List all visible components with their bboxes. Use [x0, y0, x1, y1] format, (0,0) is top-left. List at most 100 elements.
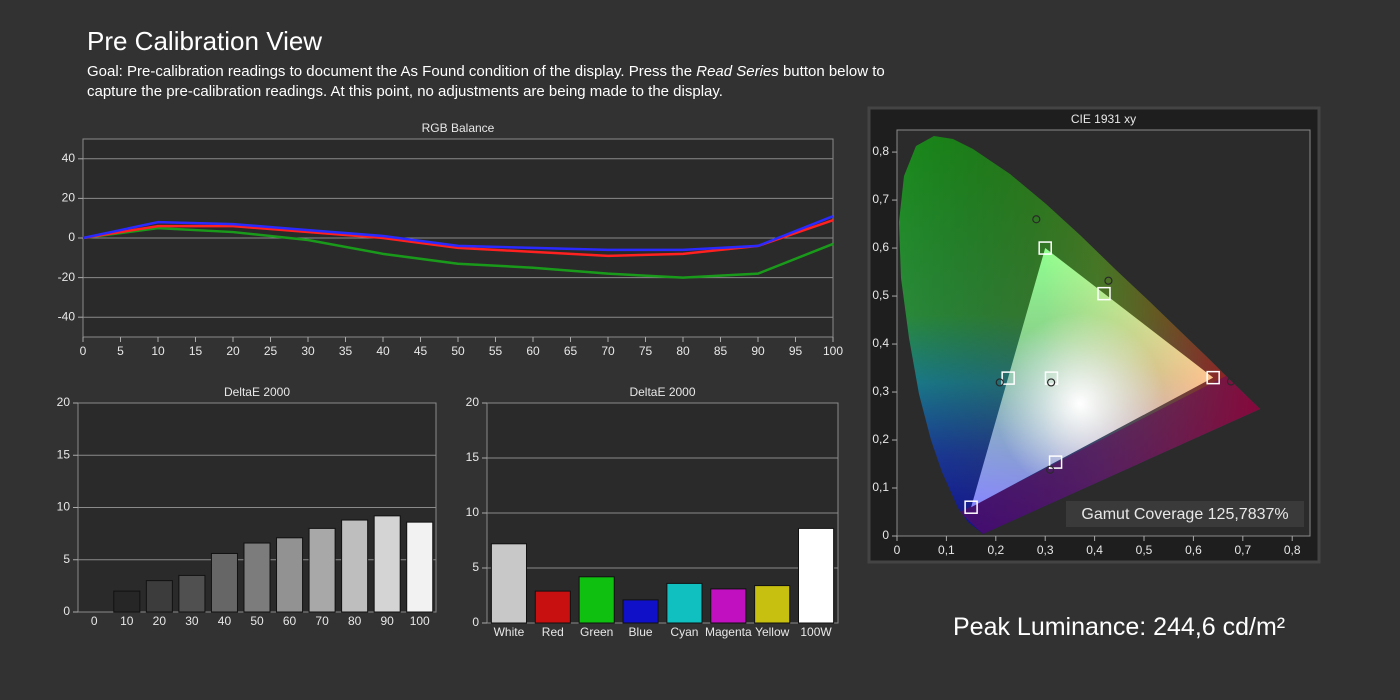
target-point [1044, 371, 1059, 385]
y-tick-label: 20 [57, 395, 71, 409]
x-tick-label: 90 [381, 614, 395, 628]
x-tick-label: 25 [264, 344, 278, 358]
measured-point [1046, 465, 1055, 474]
y-tick-label: 10 [466, 505, 480, 519]
x-tick-label: Magenta [705, 625, 752, 639]
x-tick-label: 80 [676, 344, 690, 358]
y-tick-label: 0,5 [872, 288, 889, 302]
x-tick-label: 0 [894, 543, 901, 557]
chart-title: RGB Balance [422, 121, 495, 135]
x-tick-label: 20 [226, 344, 240, 358]
x-tick-label: 15 [189, 344, 203, 358]
target-point [1038, 241, 1052, 255]
bar [276, 537, 304, 613]
bar [406, 521, 434, 613]
bar [243, 542, 271, 613]
y-tick-label: -20 [58, 270, 76, 284]
y-tick-label: 0,2 [872, 432, 889, 446]
y-tick-label: 0 [63, 604, 70, 618]
x-tick-label: 70 [601, 344, 615, 358]
goal-emphasis: Read Series [696, 63, 779, 80]
goal-text: Goal: Pre-calibration readings to docume… [87, 63, 697, 80]
x-tick-label: 10 [151, 344, 165, 358]
x-tick-label: 90 [751, 344, 765, 358]
bar [578, 576, 615, 624]
y-tick-label: 0,7 [872, 192, 889, 206]
x-tick-label: 80 [348, 614, 362, 628]
chart-title: DeltaE 2000 [224, 385, 290, 399]
bar [754, 585, 791, 624]
x-tick-label: 60 [283, 614, 297, 628]
measured-point [1047, 378, 1056, 387]
x-tick-label: 30 [185, 614, 199, 628]
bar [373, 515, 401, 613]
x-tick-label: 0,3 [1037, 543, 1054, 557]
target-point [1001, 371, 1015, 385]
y-tick-label: -40 [58, 309, 76, 323]
x-tick-label: 45 [414, 344, 428, 358]
bar [308, 527, 336, 613]
y-tick-label: 0 [882, 528, 889, 542]
chart-title: CIE 1931 xy [1071, 112, 1136, 126]
x-tick-label: 100 [823, 344, 843, 358]
x-tick-label: 100W [800, 625, 832, 639]
gamut-fill [971, 248, 1214, 508]
y-tick-label: 10 [57, 500, 71, 514]
measured-point [1032, 215, 1041, 224]
bar [178, 574, 206, 613]
x-tick-label: 100 [410, 614, 430, 628]
x-tick-label: 5 [117, 344, 124, 358]
x-tick-label: 75 [639, 344, 653, 358]
bar [210, 552, 238, 613]
x-tick-label: 55 [489, 344, 503, 358]
series-line [82, 215, 834, 252]
x-tick-label: Yellow [755, 625, 790, 639]
x-tick-label: Red [542, 625, 564, 639]
series-line [82, 226, 834, 279]
x-tick-label: 95 [789, 344, 803, 358]
x-tick-label: Cyan [670, 625, 698, 639]
target-point [1206, 370, 1220, 385]
x-tick-label: 50 [250, 614, 264, 628]
measured-point [1226, 377, 1236, 386]
goal-text: button below to capture the pre-calibrat… [87, 63, 885, 100]
x-tick-label: 0 [80, 344, 87, 358]
x-tick-label: 65 [564, 344, 578, 358]
y-tick-label: 5 [472, 560, 479, 574]
x-tick-label: 50 [451, 344, 465, 358]
peak-luminance: Peak Luminance: 244,6 cd/m² [953, 613, 1286, 641]
y-tick-label: 15 [466, 450, 480, 464]
y-tick-label: 0,8 [872, 144, 889, 158]
x-tick-label: 0,7 [1234, 543, 1251, 557]
measured-point [1104, 276, 1113, 285]
target-point [1097, 286, 1111, 301]
y-tick-label: 0 [472, 615, 479, 629]
series-line [82, 218, 834, 258]
x-tick-label: 60 [526, 344, 540, 358]
annotation-box [1066, 501, 1304, 527]
measured-point [995, 378, 1004, 387]
target-point [964, 500, 978, 514]
y-tick-label: 20 [466, 395, 480, 409]
x-tick-label: 30 [301, 344, 315, 358]
bar [490, 543, 527, 624]
y-tick-label: 5 [63, 552, 70, 566]
page-title: Pre Calibration View [87, 26, 323, 56]
chart-title: DeltaE 2000 [629, 385, 695, 399]
x-tick-label: 20 [153, 614, 167, 628]
x-tick-label: 40 [218, 614, 232, 628]
x-tick-label: Blue [629, 625, 653, 639]
y-tick-label: 15 [57, 447, 71, 461]
bar [666, 582, 703, 624]
x-tick-label: 85 [714, 344, 728, 358]
y-tick-label: 0,4 [872, 336, 889, 350]
bar [534, 590, 571, 624]
bar [113, 590, 141, 613]
x-tick-label: 35 [339, 344, 353, 358]
x-tick-label: 10 [120, 614, 134, 628]
x-tick-label: 0,6 [1185, 543, 1202, 557]
y-tick-label: 20 [62, 191, 76, 205]
x-tick-label: Green [580, 625, 613, 639]
